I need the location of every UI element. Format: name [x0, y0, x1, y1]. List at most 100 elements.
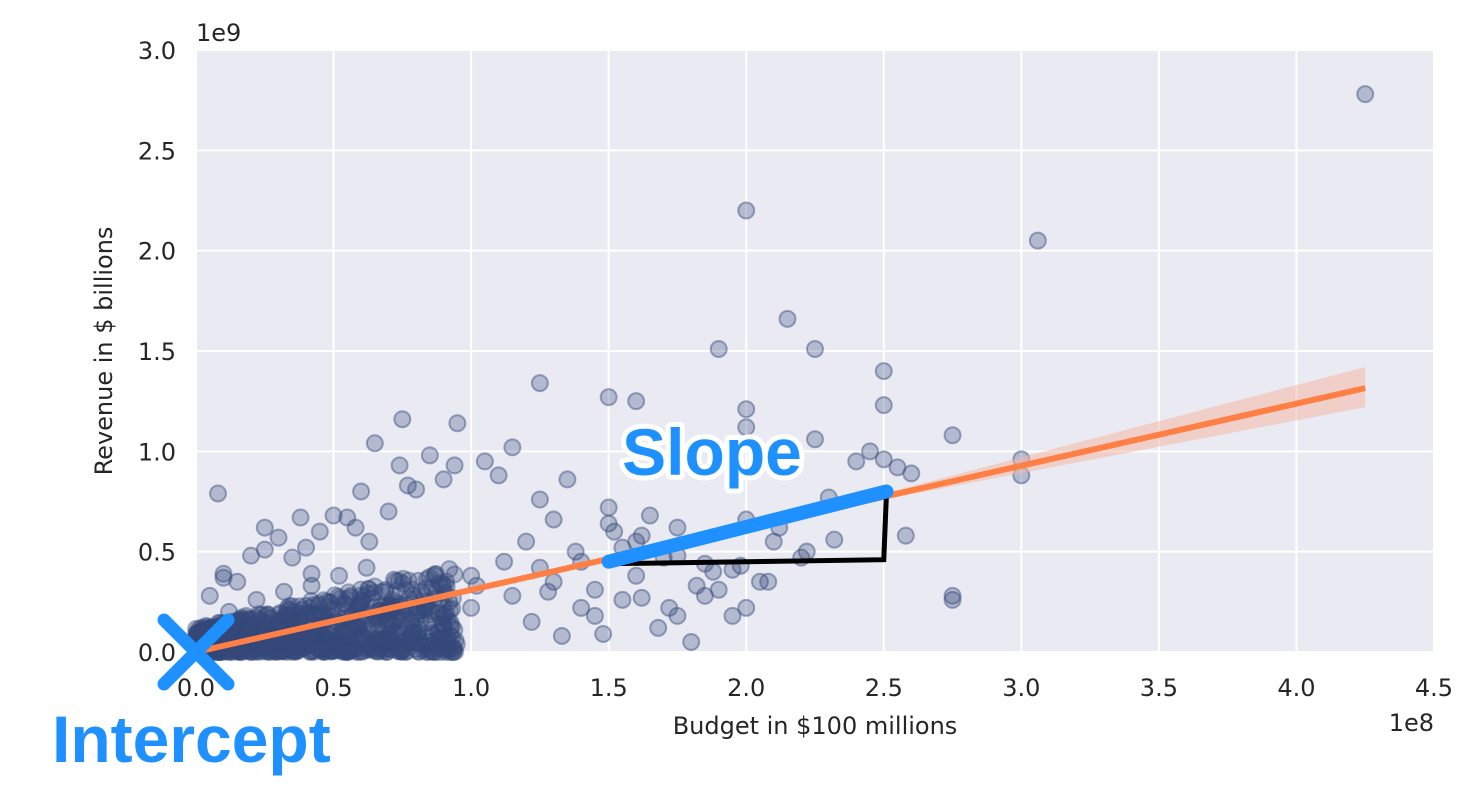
data-point	[594, 624, 613, 643]
data-point	[365, 583, 384, 602]
data-point	[668, 518, 687, 537]
data-point	[309, 596, 328, 615]
data-point	[338, 508, 357, 527]
data-point	[286, 636, 305, 655]
data-point	[300, 599, 319, 618]
data-point	[257, 606, 276, 625]
data-point	[430, 642, 449, 661]
data-point	[259, 642, 278, 661]
data-point	[390, 638, 409, 657]
data-point	[416, 579, 435, 598]
data-point	[286, 632, 305, 651]
data-point	[605, 522, 624, 541]
data-point	[374, 630, 393, 649]
data-point	[214, 564, 233, 583]
data-point	[350, 625, 369, 644]
data-point	[393, 642, 412, 661]
data-point	[704, 562, 723, 581]
data-point	[874, 450, 893, 469]
data-point	[413, 640, 432, 659]
data-point	[279, 637, 298, 656]
data-point	[383, 614, 402, 633]
data-point	[313, 628, 332, 647]
data-point	[444, 638, 463, 657]
y-tick-label: 3.0	[138, 37, 176, 65]
data-point	[367, 637, 386, 656]
data-point	[447, 635, 466, 654]
data-point	[337, 590, 356, 609]
data-point	[353, 624, 372, 643]
data-point	[325, 641, 344, 660]
data-point	[475, 452, 494, 471]
data-point	[296, 606, 315, 625]
data-point	[354, 628, 373, 647]
data-point	[896, 526, 915, 545]
data-point	[332, 641, 351, 660]
data-point	[289, 638, 308, 657]
data-point	[319, 630, 338, 649]
data-point	[400, 612, 419, 631]
intercept-marker	[157, 613, 235, 691]
data-point	[425, 642, 444, 661]
data-point	[187, 624, 206, 643]
data-point	[378, 642, 397, 661]
data-point	[390, 638, 409, 657]
y-offset-label: 1e9	[196, 19, 241, 47]
data-point	[354, 627, 373, 646]
data-point	[411, 611, 430, 630]
data-point	[349, 642, 368, 661]
data-point	[806, 430, 824, 449]
data-point	[387, 581, 406, 600]
data-point	[312, 633, 331, 652]
y-tick-label: 1.0	[138, 438, 176, 466]
data-point	[284, 635, 303, 654]
data-point	[278, 642, 297, 661]
data-point	[394, 633, 413, 652]
data-point	[234, 619, 253, 638]
data-point	[352, 482, 371, 501]
data-point	[308, 639, 327, 658]
data-point	[389, 571, 408, 590]
data-point	[392, 641, 411, 660]
data-point	[388, 642, 407, 661]
data-point	[430, 573, 449, 592]
data-point	[723, 606, 742, 625]
data-point	[314, 642, 333, 661]
data-point	[446, 642, 465, 661]
data-point	[316, 640, 335, 659]
data-point	[438, 641, 457, 660]
data-point	[427, 565, 446, 584]
data-point	[232, 618, 251, 637]
data-point	[283, 597, 302, 616]
data-point	[247, 590, 266, 609]
data-point	[320, 593, 339, 612]
data-point	[386, 635, 405, 654]
data-point	[214, 568, 233, 587]
data-point	[385, 637, 404, 656]
data-point	[317, 639, 336, 658]
data-point	[410, 642, 429, 661]
data-point	[640, 506, 659, 525]
data-point	[352, 591, 371, 610]
data-point	[333, 629, 352, 648]
data-point	[348, 618, 367, 637]
data-point	[242, 618, 261, 637]
data-point	[392, 642, 411, 661]
data-point	[390, 456, 409, 475]
data-point	[306, 633, 325, 652]
data-point	[239, 611, 258, 630]
data-point	[330, 641, 349, 660]
y-tick-label: 0.0	[138, 639, 176, 667]
data-point	[261, 639, 280, 658]
data-point	[258, 614, 277, 633]
data-point	[420, 632, 439, 651]
data-point	[188, 624, 207, 643]
data-point	[403, 627, 422, 646]
data-point	[330, 629, 349, 648]
data-point	[335, 639, 354, 658]
data-point	[276, 642, 295, 661]
data-point	[314, 591, 333, 610]
data-point	[372, 634, 391, 653]
data-point	[436, 642, 455, 661]
